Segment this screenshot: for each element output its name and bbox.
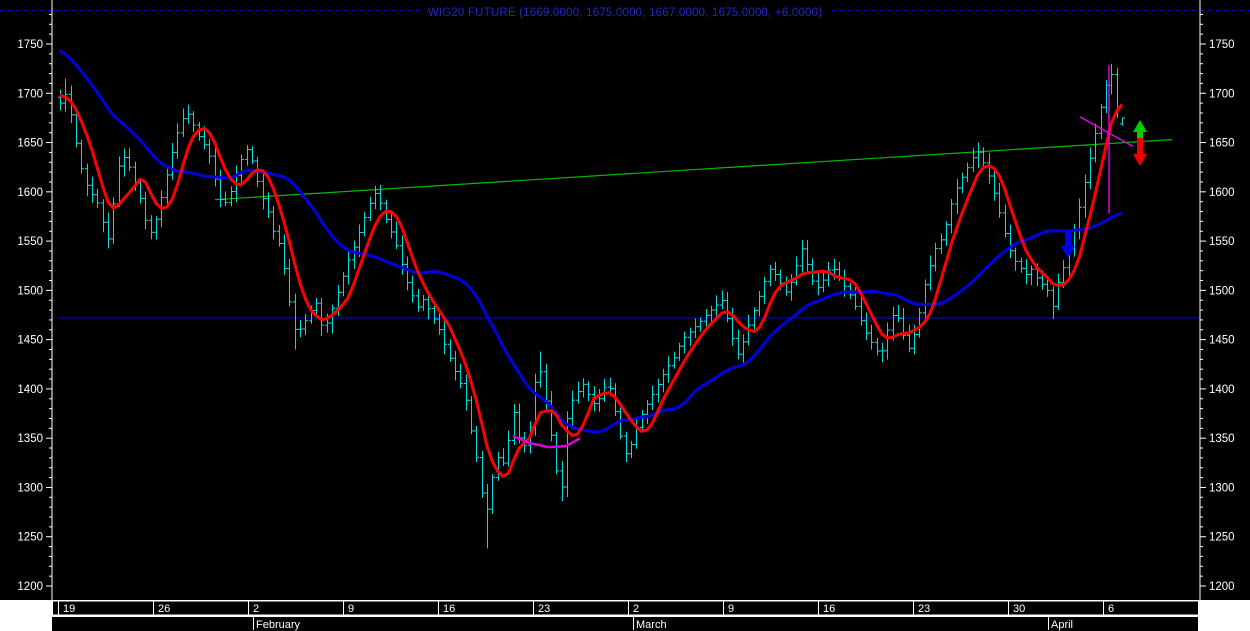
y-axis-label-right: 1400 xyxy=(1209,384,1235,396)
ma-overlap-segment xyxy=(512,435,581,449)
y-axis-label-left: 1250 xyxy=(17,532,43,544)
y-axis-label-right: 1700 xyxy=(1209,88,1235,100)
week-label[interactable]: 2 xyxy=(253,603,259,615)
ma-slow-line[interactable] xyxy=(59,49,1123,434)
y-axis-label-right: 1350 xyxy=(1209,433,1235,445)
y-axis-label-left: 1200 xyxy=(17,581,43,593)
y-axis-label-left: 1300 xyxy=(17,482,43,494)
y-axis-label-right: 1750 xyxy=(1209,39,1235,51)
month-label[interactable]: February xyxy=(256,619,301,631)
week-label[interactable]: 26 xyxy=(158,603,170,615)
x-axis-labels: 19 26 2 9 16 23 2 9 16 23 30 6 February March April xyxy=(52,601,1114,631)
blue-down-arrow[interactable] xyxy=(1061,232,1075,258)
month-row xyxy=(52,617,1198,631)
week-label[interactable]: 23 xyxy=(918,603,930,615)
red-down-arrow[interactable] xyxy=(1133,138,1147,166)
week-label[interactable]: 2 xyxy=(633,603,639,615)
week-label[interactable]: 23 xyxy=(538,603,550,615)
y-axis-label-right: 1250 xyxy=(1209,532,1235,544)
y-axis-label-right: 1650 xyxy=(1209,138,1235,150)
week-label[interactable]: 16 xyxy=(443,603,455,615)
y-axis-label-right: 1500 xyxy=(1209,285,1235,297)
y-axis-label-left: 1600 xyxy=(17,187,43,199)
y-axis-label-left: 1400 xyxy=(17,384,43,396)
y-axis-label-right: 1300 xyxy=(1209,482,1235,494)
y-axis-label-left: 1650 xyxy=(17,138,43,150)
magenta-trendline[interactable] xyxy=(1079,116,1134,148)
week-label[interactable]: 30 xyxy=(1013,603,1025,615)
axes: 1750 1750 1700 1700 1650 1650 1600 1600 1550 1550… xyxy=(17,0,1235,600)
y-axis-label-left: 1750 xyxy=(17,39,43,51)
trendline[interactable] xyxy=(214,138,1173,201)
month-label[interactable]: March xyxy=(636,619,667,631)
y-axis-label-left: 1500 xyxy=(17,285,43,297)
y-axis-label-left: 1700 xyxy=(17,88,43,100)
y-axis-label-left: 1350 xyxy=(17,433,43,445)
ma-fast-line[interactable] xyxy=(59,93,1124,478)
week-label[interactable]: 9 xyxy=(728,603,734,615)
y-axis-label-left: 1450 xyxy=(17,335,43,347)
month-label[interactable]: April xyxy=(1051,619,1073,631)
y-axis-label-right: 1450 xyxy=(1209,335,1235,347)
y-axis-label-right: 1550 xyxy=(1209,236,1235,248)
week-label[interactable]: 9 xyxy=(348,603,354,615)
week-label[interactable]: 16 xyxy=(823,603,835,615)
y-axis-label-left: 1550 xyxy=(17,236,43,248)
week-label[interactable]: 6 xyxy=(1108,603,1114,615)
y-axis-label-right: 1600 xyxy=(1209,187,1235,199)
week-label[interactable]: 19 xyxy=(63,603,75,615)
date-row xyxy=(52,601,1198,615)
y-axis-label-right: 1200 xyxy=(1209,581,1235,593)
